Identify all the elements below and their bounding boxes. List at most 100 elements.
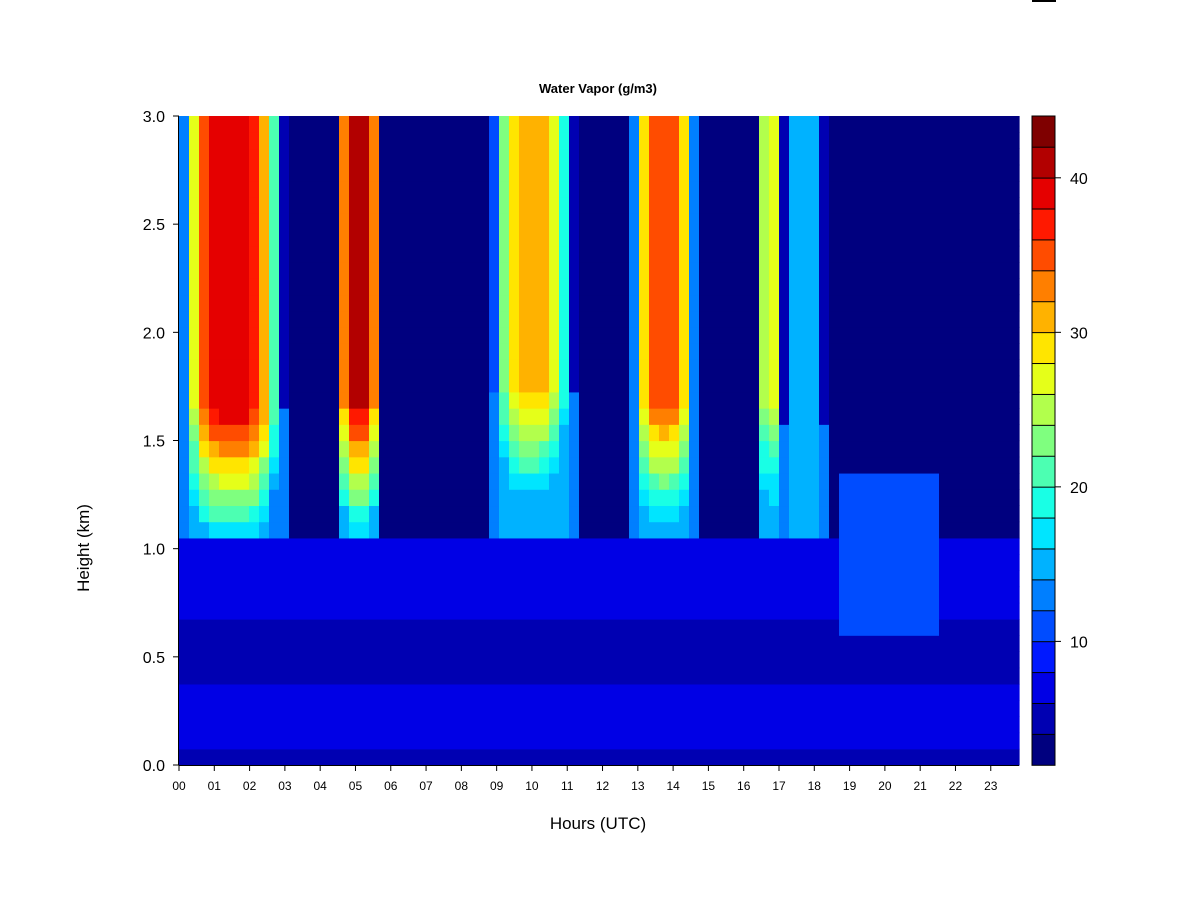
heatmap-cell — [909, 716, 920, 734]
heatmap-cell — [549, 310, 560, 328]
heatmap-cell — [489, 245, 500, 263]
heatmap-cell — [239, 164, 250, 182]
heatmap-cell — [989, 683, 1000, 701]
heatmap-cell — [589, 408, 600, 425]
x-tick-label: 17 — [772, 779, 786, 793]
heatmap-cell — [259, 164, 270, 182]
heatmap-cell — [409, 359, 420, 377]
heatmap-cell — [449, 456, 460, 474]
heatmap-cell — [579, 732, 590, 750]
heatmap-cell — [519, 602, 530, 620]
heatmap-cell — [259, 440, 270, 458]
heatmap-cell — [749, 748, 760, 766]
heatmap-cell — [219, 537, 230, 555]
heatmap-cell — [959, 294, 970, 312]
heatmap-cell — [609, 537, 620, 555]
heatmap-cell — [629, 245, 640, 263]
heatmap-cell — [479, 294, 490, 312]
heatmap-cell — [649, 148, 660, 166]
heatmap-cell — [639, 213, 650, 231]
heatmap-cell — [929, 197, 940, 214]
heatmap-cell — [559, 391, 570, 409]
heatmap-cell — [449, 197, 460, 214]
heatmap-cell — [569, 537, 580, 555]
heatmap-cell — [629, 618, 640, 636]
heatmap-cell — [719, 148, 730, 166]
heatmap-cell — [629, 197, 640, 214]
heatmap-cell — [979, 732, 990, 750]
heatmap-cell — [489, 472, 500, 490]
heatmap-cell — [239, 602, 250, 620]
heatmap-cell — [859, 213, 870, 231]
heatmap-cell — [719, 667, 730, 685]
heatmap-cell — [309, 326, 320, 344]
heatmap-cell — [209, 716, 220, 734]
heatmap-cell — [329, 537, 340, 555]
heatmap-cell — [949, 456, 960, 474]
heatmap-cell — [929, 683, 940, 701]
heatmap-cell — [769, 148, 780, 166]
heatmap-cell — [539, 586, 550, 604]
heatmap-cell — [709, 180, 720, 198]
heatmap-cell — [869, 602, 880, 620]
heatmap-cell — [549, 326, 560, 344]
heatmap-cell — [889, 732, 900, 750]
heatmap-cell — [749, 375, 760, 393]
heatmap-cell — [969, 667, 980, 685]
heatmap-cell — [229, 748, 240, 766]
heatmap-cell — [689, 651, 700, 669]
heatmap-cell — [529, 489, 540, 507]
heatmap-cell — [889, 391, 900, 409]
heatmap-cell — [569, 148, 580, 166]
heatmap-cell — [779, 408, 790, 425]
heatmap-cell — [819, 391, 830, 409]
heatmap-cell — [649, 570, 660, 588]
heatmap-cell — [819, 505, 830, 523]
heatmap-cell — [619, 618, 630, 636]
heatmap-cell — [179, 278, 190, 296]
heatmap-cell — [279, 164, 290, 182]
heatmap-cell — [409, 570, 420, 588]
heatmap-cell — [819, 229, 830, 247]
heatmap-cell — [739, 278, 750, 296]
heatmap-cell — [269, 148, 280, 166]
heatmap-cell — [789, 326, 800, 344]
heatmap-cell — [689, 521, 700, 539]
heatmap-cell — [749, 197, 760, 214]
heatmap-cell — [739, 326, 750, 344]
heatmap-cell — [679, 667, 690, 685]
heatmap-cell — [309, 424, 320, 442]
heatmap-cell — [359, 748, 370, 766]
heatmap-cell — [929, 537, 940, 555]
heatmap-cell — [249, 132, 260, 150]
heatmap-cell — [559, 310, 570, 328]
heatmap-cell — [189, 343, 200, 360]
heatmap-cell — [619, 440, 630, 458]
heatmap-cell — [499, 602, 510, 620]
heatmap-cell — [549, 554, 560, 571]
heatmap-cell — [409, 635, 420, 653]
heatmap-cell — [559, 294, 570, 312]
heatmap-cell — [479, 132, 490, 150]
heatmap-cell — [559, 262, 570, 279]
heatmap-cell — [289, 310, 300, 328]
heatmap-cell — [769, 375, 780, 393]
heatmap-cell — [189, 375, 200, 393]
chart-title: Water Vapor (g/m3) — [539, 81, 657, 96]
heatmap-cell — [679, 197, 690, 214]
heatmap-cell — [769, 716, 780, 734]
heatmap-cell — [529, 408, 540, 425]
heatmap-cell — [479, 391, 490, 409]
heatmap-cell — [539, 310, 550, 328]
heatmap-cell — [979, 635, 990, 653]
heatmap-cell — [499, 164, 510, 182]
heatmap-cell — [659, 197, 670, 214]
heatmap-cell — [899, 537, 910, 555]
heatmap-cell — [879, 618, 890, 636]
heatmap-cell — [899, 748, 910, 766]
heatmap-cell — [509, 440, 520, 458]
heatmap-cell — [359, 213, 370, 231]
heatmap-cell — [849, 537, 860, 555]
heatmap-cell — [199, 472, 210, 490]
heatmap-cell — [639, 570, 650, 588]
